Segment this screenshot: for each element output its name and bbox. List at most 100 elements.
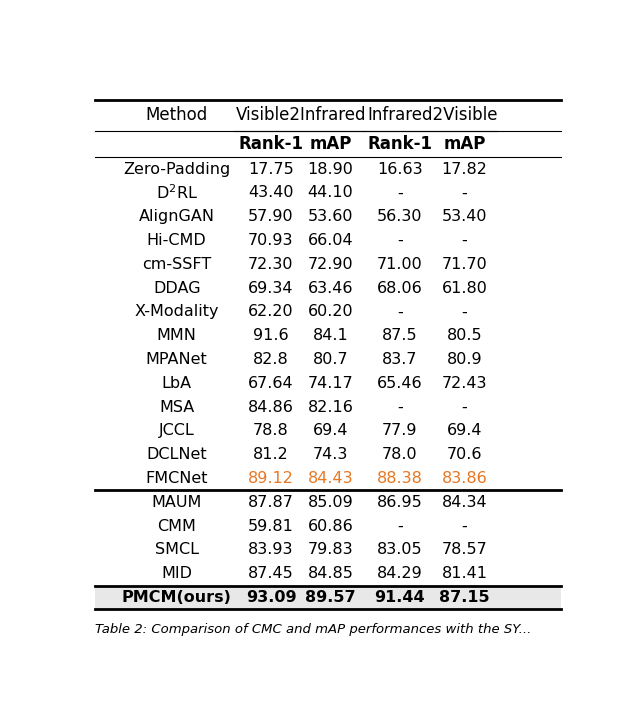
Text: 69.4: 69.4 — [447, 423, 482, 439]
Text: Rank-1: Rank-1 — [367, 135, 433, 153]
Text: 84.34: 84.34 — [442, 495, 487, 510]
Text: 60.86: 60.86 — [308, 518, 353, 533]
Text: 72.30: 72.30 — [248, 257, 294, 272]
Text: D$^2$RL: D$^2$RL — [156, 183, 198, 202]
FancyBboxPatch shape — [95, 586, 561, 610]
Text: 84.29: 84.29 — [377, 567, 423, 581]
Text: 61.80: 61.80 — [442, 280, 487, 296]
Text: 59.81: 59.81 — [248, 518, 294, 533]
Text: 72.43: 72.43 — [442, 376, 487, 391]
Text: cm-SSFT: cm-SSFT — [142, 257, 211, 272]
Text: 86.95: 86.95 — [377, 495, 423, 510]
Text: 72.90: 72.90 — [308, 257, 353, 272]
Text: 88.38: 88.38 — [377, 471, 423, 486]
Text: 84.1: 84.1 — [312, 328, 348, 343]
Text: 83.7: 83.7 — [382, 352, 418, 367]
Text: AlignGAN: AlignGAN — [139, 209, 215, 224]
Text: 53.40: 53.40 — [442, 209, 487, 224]
Text: 56.30: 56.30 — [377, 209, 422, 224]
Text: mAP: mAP — [444, 135, 486, 153]
Text: 89.57: 89.57 — [305, 590, 356, 605]
Text: -: - — [461, 233, 467, 248]
Text: 57.90: 57.90 — [248, 209, 294, 224]
Text: 84.43: 84.43 — [308, 471, 353, 486]
Text: 71.70: 71.70 — [442, 257, 487, 272]
Text: 93.09: 93.09 — [246, 590, 296, 605]
Text: 80.5: 80.5 — [447, 328, 482, 343]
Text: DDAG: DDAG — [153, 280, 200, 296]
Text: Infrared2Visible: Infrared2Visible — [367, 106, 497, 124]
Text: Zero-Padding: Zero-Padding — [123, 162, 230, 177]
Text: 68.06: 68.06 — [377, 280, 423, 296]
Text: -: - — [397, 186, 403, 201]
Text: 17.82: 17.82 — [442, 162, 487, 177]
Text: DCLNet: DCLNet — [147, 447, 207, 462]
Text: 87.45: 87.45 — [248, 567, 294, 581]
Text: 82.8: 82.8 — [253, 352, 289, 367]
Text: 63.46: 63.46 — [308, 280, 353, 296]
Text: 18.90: 18.90 — [308, 162, 353, 177]
Text: 69.4: 69.4 — [313, 423, 348, 439]
Text: LbA: LbA — [162, 376, 192, 391]
Text: 77.9: 77.9 — [382, 423, 418, 439]
Text: 83.86: 83.86 — [442, 471, 487, 486]
Text: CMM: CMM — [157, 518, 196, 533]
Text: 91.44: 91.44 — [374, 590, 425, 605]
Text: 81.41: 81.41 — [442, 567, 488, 581]
Text: 74.17: 74.17 — [308, 376, 353, 391]
Text: 84.86: 84.86 — [248, 400, 294, 415]
Text: 83.93: 83.93 — [248, 542, 294, 557]
Text: 70.93: 70.93 — [248, 233, 294, 248]
Text: -: - — [397, 400, 403, 415]
Text: 91.6: 91.6 — [253, 328, 289, 343]
Text: 80.7: 80.7 — [313, 352, 348, 367]
Text: Rank-1: Rank-1 — [239, 135, 303, 153]
Text: MPANet: MPANet — [146, 352, 207, 367]
Text: -: - — [397, 518, 403, 533]
Text: 87.87: 87.87 — [248, 495, 294, 510]
Text: 74.3: 74.3 — [313, 447, 348, 462]
Text: Visible2Infrared: Visible2Infrared — [236, 106, 366, 124]
Text: 65.46: 65.46 — [377, 376, 423, 391]
Text: 60.20: 60.20 — [308, 304, 353, 319]
Text: 78.8: 78.8 — [253, 423, 289, 439]
Text: 79.83: 79.83 — [308, 542, 353, 557]
Text: MMN: MMN — [157, 328, 196, 343]
Text: 84.85: 84.85 — [308, 567, 353, 581]
Text: -: - — [461, 400, 467, 415]
Text: MAUM: MAUM — [152, 495, 202, 510]
Text: 69.34: 69.34 — [248, 280, 294, 296]
Text: JCCL: JCCL — [159, 423, 195, 439]
Text: SMCL: SMCL — [155, 542, 198, 557]
Text: 16.63: 16.63 — [377, 162, 423, 177]
Text: MID: MID — [161, 567, 192, 581]
Text: -: - — [461, 304, 467, 319]
Text: -: - — [461, 518, 467, 533]
Text: 71.00: 71.00 — [377, 257, 423, 272]
Text: 87.15: 87.15 — [439, 590, 490, 605]
Text: FMCNet: FMCNet — [145, 471, 208, 486]
Text: X-Modality: X-Modality — [134, 304, 219, 319]
Text: MSA: MSA — [159, 400, 195, 415]
Text: 78.0: 78.0 — [382, 447, 418, 462]
Text: 62.20: 62.20 — [248, 304, 294, 319]
Text: -: - — [397, 233, 403, 248]
Text: Method: Method — [145, 106, 208, 124]
Text: PMCM(ours): PMCM(ours) — [122, 590, 232, 605]
Text: 43.40: 43.40 — [248, 186, 294, 201]
Text: 81.2: 81.2 — [253, 447, 289, 462]
Text: 85.09: 85.09 — [308, 495, 353, 510]
Text: Table 2: Comparison of CMC and mAP performances with the SY...: Table 2: Comparison of CMC and mAP perfo… — [95, 623, 531, 636]
Text: 70.6: 70.6 — [447, 447, 482, 462]
Text: 17.75: 17.75 — [248, 162, 294, 177]
Text: -: - — [461, 186, 467, 201]
Text: 78.57: 78.57 — [442, 542, 487, 557]
Text: mAP: mAP — [309, 135, 351, 153]
Text: 89.12: 89.12 — [248, 471, 294, 486]
Text: 87.5: 87.5 — [382, 328, 418, 343]
Text: 82.16: 82.16 — [308, 400, 353, 415]
Text: 80.9: 80.9 — [447, 352, 482, 367]
Text: 66.04: 66.04 — [308, 233, 353, 248]
Text: 44.10: 44.10 — [308, 186, 353, 201]
Text: Hi-CMD: Hi-CMD — [147, 233, 207, 248]
